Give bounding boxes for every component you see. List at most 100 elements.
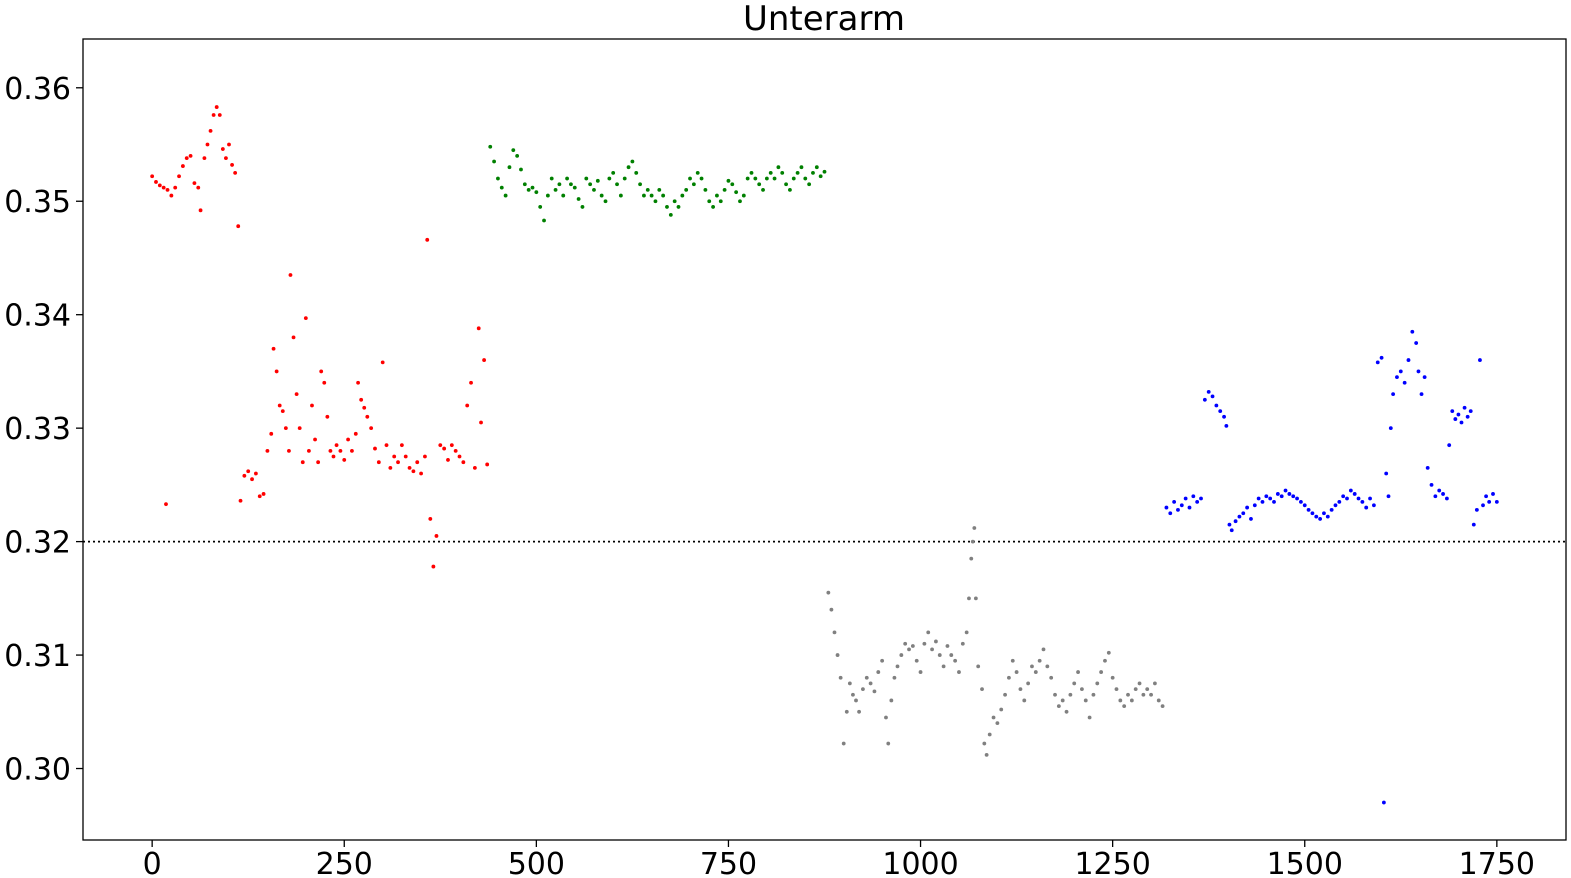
data-point [482,358,487,362]
data-point [180,164,185,168]
data-point [957,670,961,674]
data-point [987,732,992,737]
data-point [161,185,166,190]
data-point [346,437,350,442]
data-point [457,454,462,459]
data-point [1406,358,1411,362]
data-point [626,165,631,170]
data-point [399,443,404,448]
data-point [960,641,965,646]
data-point [291,335,296,340]
data-point [764,176,769,181]
data-point [1249,517,1253,521]
data-point [288,273,293,277]
data-point [1348,488,1353,493]
data-point [1465,414,1470,419]
data-point [1014,670,1019,674]
data-point [599,193,604,198]
data-point [1206,389,1211,394]
data-point [638,182,642,187]
data-point [1141,692,1146,697]
data-point [1441,492,1445,496]
x-tick-label: 1000 [882,847,958,878]
data-point [718,199,723,204]
data-point [1287,492,1292,496]
data-point [665,205,669,209]
data-point [280,409,285,414]
data-point [507,165,512,170]
data-point [1484,494,1488,499]
data-point [618,193,623,198]
data-point [253,471,258,476]
data-point [1076,670,1080,674]
data-point [1179,503,1184,508]
data-point [1291,494,1296,499]
data-point [726,178,731,183]
data-point [338,448,343,453]
data-point [814,165,819,170]
data-point [918,670,923,674]
data-point [734,190,739,195]
data-point [192,181,197,185]
data-point [886,741,891,746]
data-point [603,199,608,204]
data-point [761,187,765,192]
data-point [1056,704,1061,709]
data-point [1233,519,1238,524]
data-point [434,534,439,538]
data-point [1453,417,1458,421]
data-point [991,715,996,720]
data-point [788,187,792,192]
data-point [973,596,978,601]
data-point [233,170,238,175]
data-point [903,641,908,646]
data-point [1279,494,1284,499]
data-point [807,182,812,187]
data-point [472,465,477,470]
data-point [211,113,216,117]
data-point [1345,496,1349,501]
data-point [784,182,788,187]
data-point [538,205,543,209]
data-point [711,205,715,209]
data-point [572,185,577,190]
data-point [772,176,777,181]
data-point [380,360,385,365]
data-point [1272,500,1276,504]
data-point [861,687,865,692]
data-point [668,212,673,217]
data-point [496,176,500,181]
series-1 [488,144,827,223]
data-point [561,193,566,198]
data-point [476,326,481,331]
data-point [607,176,612,181]
data-point [699,176,704,181]
data-point [976,664,981,669]
data-point [964,630,969,635]
data-point [615,182,619,187]
data-point [838,675,843,680]
data-point [1060,698,1065,703]
data-point [526,187,531,192]
data-point [1110,675,1115,680]
data-point [313,437,317,442]
data-point [914,658,919,663]
data-point [449,443,454,448]
data-point [465,403,470,408]
data-point [1168,511,1173,516]
data-point [864,675,869,680]
data-point [595,178,600,183]
data-point [910,644,915,648]
data-point [425,237,430,242]
data-point [707,199,712,204]
data-point [899,653,904,657]
data-point [791,176,796,181]
data-point [1045,664,1050,669]
data-point [479,420,483,425]
data-point [1422,375,1427,379]
data-point [795,170,800,175]
data-point [1114,687,1119,692]
data-point [208,128,213,133]
data-point [972,526,977,530]
data-point [818,174,823,179]
